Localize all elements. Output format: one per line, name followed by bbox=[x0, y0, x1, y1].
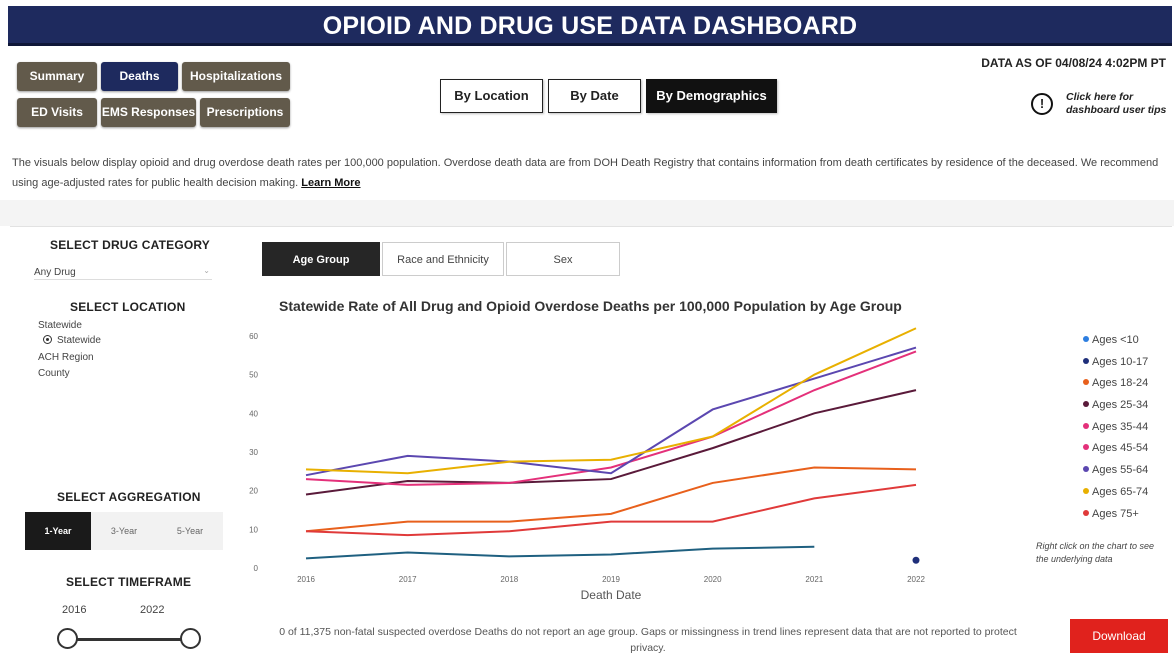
info-circle-icon[interactable]: ! bbox=[1031, 93, 1053, 115]
y-tick-label: 50 bbox=[249, 371, 258, 380]
legend-dot-icon bbox=[1083, 466, 1089, 473]
agg-3-year-button[interactable]: 3-Year bbox=[91, 512, 157, 550]
legend-label: Ages 25-34 bbox=[1092, 399, 1149, 412]
legend-dot-icon bbox=[1083, 401, 1089, 408]
timeframe-slider-track[interactable] bbox=[66, 638, 190, 641]
description-text: The visuals below display opioid and dru… bbox=[12, 157, 1159, 189]
legend-item[interactable]: Ages 25-34 bbox=[1083, 395, 1171, 417]
x-tick-label: 2017 bbox=[399, 575, 417, 584]
tab-age-group[interactable]: Age Group bbox=[262, 242, 380, 276]
drug-category-dropdown[interactable]: Any Drug ⌄ bbox=[34, 262, 212, 280]
x-tick-label: 2018 bbox=[500, 575, 518, 584]
timeframe-start-handle[interactable] bbox=[57, 628, 78, 649]
location-county-option[interactable]: County bbox=[38, 368, 70, 379]
y-tick-label: 30 bbox=[249, 448, 258, 457]
series-line bbox=[305, 545, 815, 560]
legend-label: Ages 75+ bbox=[1092, 507, 1139, 520]
nav-summary-button[interactable]: Summary bbox=[17, 62, 97, 91]
y-tick-label: 60 bbox=[249, 332, 258, 341]
chevron-down-icon: ⌄ bbox=[203, 266, 210, 275]
y-tick-label: 20 bbox=[249, 487, 258, 496]
nav-ed-visits-button[interactable]: ED Visits bbox=[17, 98, 97, 127]
legend-label: Ages 35-44 bbox=[1092, 420, 1149, 433]
location-statewide-label[interactable]: Statewide bbox=[38, 320, 82, 331]
legend-item[interactable]: Ages 45-54 bbox=[1083, 438, 1171, 460]
nav-hospitalizations-button[interactable]: Hospitalizations bbox=[182, 62, 290, 91]
x-tick-label: 2020 bbox=[704, 575, 722, 584]
timeframe-label: SELECT TIMEFRAME bbox=[66, 575, 192, 589]
nav-deaths-button[interactable]: Deaths bbox=[101, 62, 178, 91]
location-statewide-option[interactable]: Statewide bbox=[43, 335, 101, 346]
legend-dot-icon bbox=[1083, 336, 1089, 342]
x-tick-label: 2019 bbox=[602, 575, 620, 584]
page-title: OPIOID AND DRUG USE DATA DASHBOARD bbox=[322, 12, 858, 40]
view-by-location-button[interactable]: By Location bbox=[440, 79, 543, 113]
user-tips-link[interactable]: ! Click here for dashboard user tips bbox=[1031, 91, 1171, 121]
x-tick-label: 2022 bbox=[907, 575, 925, 584]
legend-dot-icon bbox=[1083, 357, 1089, 364]
legend-dot-icon bbox=[1083, 509, 1089, 516]
legend-dot-icon bbox=[1083, 444, 1089, 451]
chart-footnote: 0 of 11,375 non-fatal suspected overdose… bbox=[279, 626, 1017, 654]
legend-item[interactable]: Ages 75+ bbox=[1083, 504, 1171, 526]
legend-label: Ages 55-64 bbox=[1092, 464, 1149, 477]
location-ach-option[interactable]: ACH Region bbox=[38, 352, 94, 363]
legend-label: Ages 45-54 bbox=[1092, 442, 1149, 455]
legend-item[interactable]: Ages 55-64 bbox=[1083, 460, 1171, 482]
series-line bbox=[305, 466, 917, 533]
tab-race-ethnicity[interactable]: Race and Ethnicity bbox=[382, 242, 504, 276]
x-tick-label: 2016 bbox=[297, 575, 315, 584]
timeframe-end-handle[interactable] bbox=[180, 628, 201, 649]
legend-dot-icon bbox=[1083, 487, 1089, 494]
nav-prescriptions-button[interactable]: Prescriptions bbox=[200, 98, 290, 127]
data-as-of-label: DATA AS OF 04/08/24 4:02PM PT bbox=[981, 56, 1166, 70]
drug-category-value: Any Drug bbox=[34, 267, 76, 278]
chart-legend: Ages <10 Ages 10-17 Ages 18-24 Ages 25-34 Ag… bbox=[1083, 330, 1171, 525]
series-point bbox=[912, 556, 920, 564]
timeframe-end-value: 2022 bbox=[140, 604, 165, 616]
legend-item[interactable]: Ages 10-17 bbox=[1083, 352, 1171, 374]
tab-sex[interactable]: Sex bbox=[506, 242, 620, 276]
y-tick-label: 10 bbox=[249, 525, 258, 534]
legend-label: Ages 18-24 bbox=[1092, 377, 1149, 390]
location-label: SELECT LOCATION bbox=[70, 300, 186, 314]
line-chart[interactable]: 0 10 20 30 40 50 60 2016 2017 2018 2019 2020 2021 202… bbox=[236, 320, 936, 610]
series-line bbox=[305, 389, 917, 496]
series-line bbox=[305, 346, 917, 477]
y-tick-label: 40 bbox=[249, 409, 258, 418]
main-panel bbox=[10, 226, 1172, 664]
legend-label: Ages 10-17 bbox=[1092, 355, 1149, 368]
agg-5-year-button[interactable]: 5-Year bbox=[157, 512, 223, 550]
legend-item[interactable]: Ages <10 bbox=[1083, 330, 1171, 352]
user-tips-text[interactable]: Click here for dashboard user tips bbox=[1066, 91, 1167, 116]
chart-title: Statewide Rate of All Drug and Opioid Ov… bbox=[279, 298, 902, 314]
series-line bbox=[305, 327, 917, 475]
series-line bbox=[305, 483, 917, 537]
agg-1-year-button[interactable]: 1-Year bbox=[25, 512, 91, 550]
series-line bbox=[305, 350, 917, 486]
radio-selected-icon[interactable] bbox=[43, 335, 52, 344]
y-tick-label: 0 bbox=[254, 564, 259, 573]
timeframe-start-value: 2016 bbox=[62, 604, 87, 616]
view-by-date-button[interactable]: By Date bbox=[548, 79, 641, 113]
learn-more-link[interactable]: Learn More bbox=[301, 177, 361, 189]
legend-item[interactable]: Ages 65-74 bbox=[1083, 482, 1171, 504]
legend-item[interactable]: Ages 35-44 bbox=[1083, 417, 1171, 439]
legend-label: Ages <10 bbox=[1092, 334, 1139, 346]
view-by-demographics-button[interactable]: By Demographics bbox=[646, 79, 777, 113]
section-divider bbox=[0, 200, 1174, 226]
nav-ems-responses-button[interactable]: EMS Responses bbox=[101, 98, 196, 127]
title-bar: OPIOID AND DRUG USE DATA DASHBOARD bbox=[8, 6, 1172, 46]
legend-dot-icon bbox=[1083, 379, 1089, 386]
right-click-note: Right click on the chart to see the unde… bbox=[1036, 541, 1155, 564]
legend-label: Ages 65-74 bbox=[1092, 485, 1149, 498]
aggregation-label: SELECT AGGREGATION bbox=[57, 490, 201, 504]
x-axis-label: Death Date bbox=[581, 588, 642, 602]
legend-item[interactable]: Ages 18-24 bbox=[1083, 373, 1171, 395]
download-button[interactable]: Download bbox=[1070, 619, 1168, 653]
drug-category-label: SELECT DRUG CATEGORY bbox=[50, 238, 211, 252]
legend-dot-icon bbox=[1083, 422, 1089, 429]
x-tick-label: 2021 bbox=[805, 575, 823, 584]
